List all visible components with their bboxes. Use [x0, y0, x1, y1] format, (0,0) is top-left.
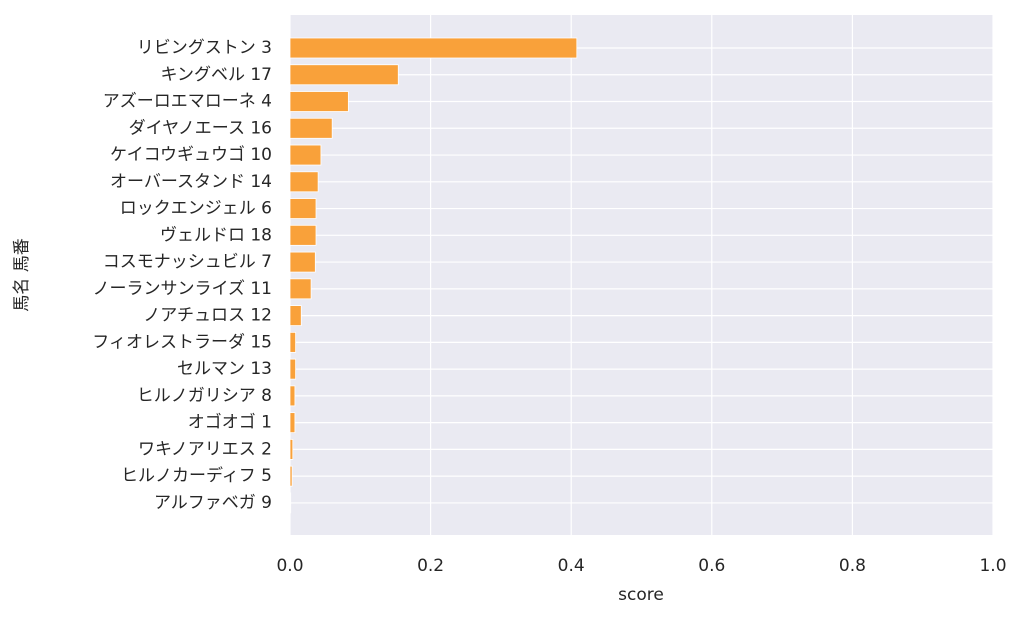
y-tick-label: オーバースタンド 14 [110, 172, 272, 192]
bar [289, 91, 349, 112]
y-tick-label: ダイヤノエース 16 [129, 118, 272, 138]
y-tick-label: キングベル 17 [160, 65, 272, 85]
y-tick-label: フィオレストラーダ 15 [92, 332, 272, 352]
bar [289, 198, 317, 219]
y-tick-label: ロックエンジェル 6 [120, 199, 272, 219]
x-tick-label: 0.0 [276, 556, 303, 576]
bar [289, 144, 322, 166]
y-tick-label: アルファベガ 9 [154, 493, 272, 513]
bar [289, 465, 293, 487]
bar [289, 37, 578, 59]
y-tick-label: ヒルノガリシア 8 [137, 386, 272, 406]
bar [289, 438, 294, 460]
y-tick-label: ヒルノカーディフ 5 [121, 465, 272, 486]
y-tick-label: コスモナッシュビル 7 [103, 252, 272, 272]
y-axis-label: 馬名 馬番 [12, 238, 32, 311]
bar [289, 64, 399, 86]
y-tick-label: ヴェルドロ 18 [160, 225, 272, 245]
y-tick-label: アズーロエマローネ 4 [103, 92, 272, 112]
y-tick-label: リビングストン 3 [137, 38, 272, 58]
bar [289, 305, 302, 327]
bar [289, 385, 296, 407]
plot-area [290, 15, 993, 535]
bar [289, 358, 297, 380]
bar [289, 251, 316, 273]
y-tick-label: ノアチュロス 12 [143, 306, 272, 326]
x-tick-label: 0.8 [839, 556, 866, 576]
x-axis-label: score [618, 585, 664, 605]
y-tick-label: オゴオゴ 1 [188, 412, 272, 433]
bar [289, 278, 312, 300]
bar [289, 117, 333, 139]
x-tick-label: 0.4 [558, 556, 585, 576]
y-tick-label: ワキノアリエス 2 [138, 439, 272, 459]
bar [289, 331, 297, 353]
bar [289, 412, 296, 434]
x-tick-label: 0.6 [698, 556, 725, 576]
y-tick-label: ノーランサンライズ 11 [92, 279, 272, 299]
y-tick-label: セルマン 13 [177, 359, 272, 379]
x-tick-label: 1.0 [979, 556, 1006, 576]
bar [289, 492, 292, 514]
x-tick-label: 0.2 [417, 556, 444, 576]
bar [289, 171, 319, 193]
bar [289, 224, 317, 246]
y-tick-label: ケイコウギュウゴ 10 [110, 144, 272, 165]
